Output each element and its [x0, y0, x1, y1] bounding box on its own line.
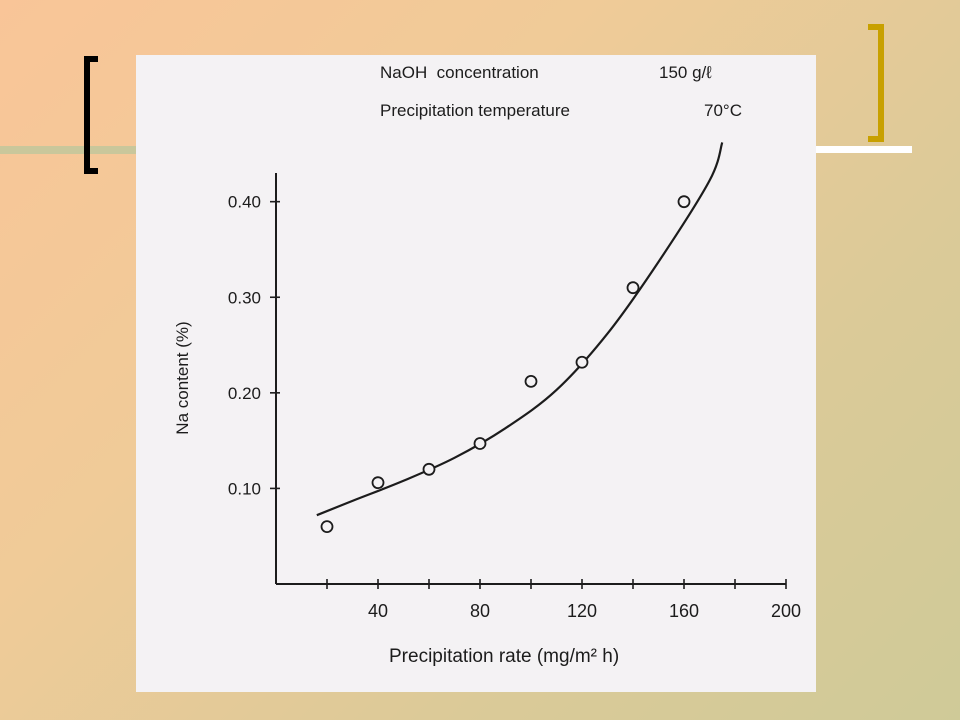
data-point [371, 476, 385, 490]
concentration-label: NaOH concentration [380, 63, 539, 82]
data-point [575, 355, 589, 369]
right-bracket-decoration [868, 24, 884, 142]
left-bracket-decoration [84, 56, 98, 174]
data-points [320, 195, 691, 534]
y-tick-label: 0.30 [228, 288, 261, 307]
data-point [473, 437, 487, 450]
title-rule-line [0, 146, 140, 154]
x-tick-label: 200 [771, 601, 801, 621]
x-axis-title: Precipitation rate (mg/m² h) [389, 646, 619, 667]
na-content-chart: 40 80 120 160 200 0.10 0.20 0.30 0.40 Precipitat… [173, 142, 801, 667]
x-tick-label: 40 [368, 601, 388, 621]
concentration-value: 150 g/ℓ [659, 63, 712, 82]
data-point [677, 195, 691, 209]
title-rule-line-right [816, 146, 912, 153]
tick-marks [270, 200, 787, 589]
y-axis-title: Na content (%) [173, 321, 192, 434]
y-tick-label: 0.20 [228, 384, 261, 403]
tick-labels: 40 80 120 160 200 0.10 0.20 0.30 0.40 [228, 193, 801, 621]
y-tick-label: 0.10 [228, 479, 261, 498]
x-tick-label: 120 [567, 601, 597, 621]
data-point [320, 520, 334, 534]
x-tick-label: 80 [470, 601, 490, 621]
data-point [524, 374, 538, 388]
data-point [422, 462, 436, 476]
data-point [626, 281, 640, 295]
fitted-curve [316, 142, 724, 517]
y-tick-label: 0.40 [228, 193, 261, 212]
temperature-label: Precipitation temperature [380, 101, 570, 120]
x-tick-label: 160 [669, 601, 699, 621]
chart-panel: NaOH concentration 150 g/ℓ Precipitation… [136, 55, 816, 692]
temperature-value: 70°C [704, 101, 742, 120]
